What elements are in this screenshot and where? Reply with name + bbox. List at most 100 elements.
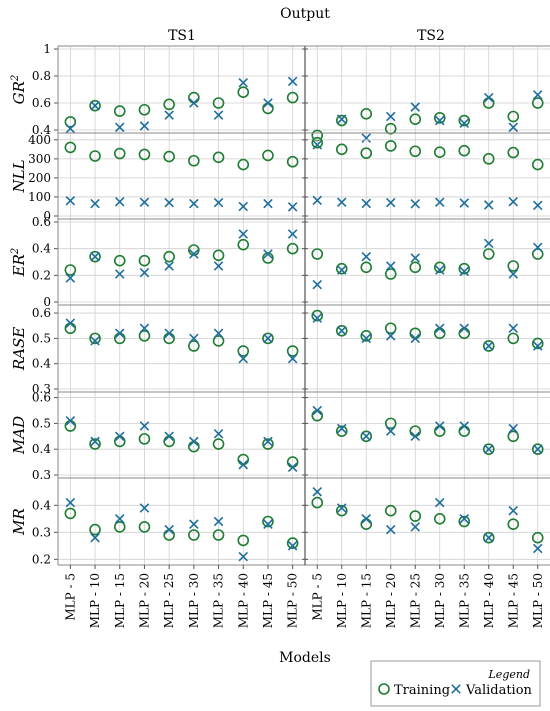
training-point (89, 250, 101, 263)
validation-point (287, 462, 298, 473)
validation-point (508, 269, 519, 279)
training-point (531, 531, 544, 544)
validation-point (361, 514, 372, 524)
training-point (335, 262, 348, 275)
training-point (262, 438, 274, 450)
validation-point (361, 333, 372, 344)
x-tick-label: MLP - 45 (506, 573, 520, 628)
validation-point (385, 261, 396, 271)
metric-label: MAD (10, 416, 28, 455)
validation-point (65, 123, 76, 134)
validation-point (312, 487, 323, 497)
training-point (360, 108, 373, 120)
validation-point (164, 110, 174, 120)
validation-point (164, 328, 174, 339)
validation-point (459, 198, 470, 208)
training-point (262, 515, 274, 528)
legend-box (370, 660, 541, 707)
y-tick-label: 0.4 (32, 242, 51, 256)
column-title-ts2: TS2 (417, 28, 445, 44)
training-point (384, 140, 397, 152)
validation-point (532, 341, 543, 351)
validation-point (287, 541, 298, 551)
y-tick-label: 300 (28, 152, 51, 166)
training-point (531, 443, 544, 455)
training-point (409, 113, 422, 125)
x-tick-label: MLP - 40 (236, 573, 250, 628)
training-point (286, 345, 299, 357)
training-point (163, 250, 175, 263)
training-point (482, 340, 495, 352)
training-point (286, 242, 299, 255)
training-point (64, 141, 77, 154)
validation-point (213, 261, 224, 271)
training-point (237, 238, 250, 251)
validation-point (434, 265, 445, 275)
y-tick-label: 0.8 (32, 69, 51, 83)
validation-point (238, 551, 249, 562)
training-point (163, 98, 175, 111)
training-point (212, 438, 225, 450)
validation-point (361, 133, 372, 143)
validation-point (385, 197, 396, 208)
y-tick-label: 0.2 (32, 268, 51, 282)
validation-point (312, 195, 323, 206)
validation-point (508, 505, 519, 516)
validation-point (434, 115, 445, 126)
x-tick-label: MLP - 15 (113, 573, 127, 628)
validation-point (483, 532, 494, 543)
training-point (384, 122, 397, 135)
training-point (409, 510, 422, 522)
training-point (507, 110, 520, 123)
validation-point (410, 199, 421, 209)
validation-point (532, 444, 543, 454)
training-point (138, 148, 151, 161)
validation-point (139, 421, 150, 431)
y-tick-label: 0.3 (32, 382, 51, 396)
validation-point (189, 436, 199, 447)
y-tick-label: 0.5 (32, 331, 51, 345)
y-tick-label: 0 (43, 295, 51, 309)
validation-point (164, 524, 174, 535)
validation-point (65, 318, 76, 328)
x-tick-label: MLP - 35 (212, 573, 226, 628)
validation-point (434, 197, 445, 208)
validation-point (238, 201, 249, 212)
training-point (531, 97, 544, 109)
y-tick-label: 0.4 (32, 442, 51, 456)
validation-point (213, 110, 224, 120)
validation-point (410, 431, 421, 442)
training-point (531, 158, 544, 171)
validation-point (213, 328, 224, 339)
validation-point (114, 196, 125, 207)
y-tick-label: 100 (28, 190, 51, 204)
training-point (531, 248, 544, 260)
validation-point (532, 90, 543, 100)
training-point (433, 261, 446, 274)
validation-point (189, 198, 199, 209)
validation-point (410, 253, 421, 263)
y-tick-label: 0.6 (32, 96, 51, 110)
training-point (482, 531, 495, 544)
training-point (64, 507, 77, 520)
training-point (384, 322, 397, 335)
training-point (335, 324, 348, 337)
validation-point (213, 428, 224, 439)
training-point (311, 309, 324, 322)
x-tick-label: MLP - 45 (261, 573, 275, 628)
training-point (188, 340, 200, 352)
validation-point (287, 353, 298, 364)
training-point (311, 248, 324, 260)
training-point (212, 151, 225, 164)
legend-title: Legend (488, 668, 531, 681)
legend-validation-label: Validation (465, 683, 533, 698)
validation-point (287, 76, 298, 87)
validation-point (532, 242, 543, 253)
validation-point (164, 431, 174, 442)
validation-point (434, 323, 445, 334)
validation-point (508, 122, 519, 133)
validation-point (459, 514, 470, 524)
x-tick-label: MLP - 15 (359, 573, 373, 628)
validation-point (139, 267, 150, 278)
